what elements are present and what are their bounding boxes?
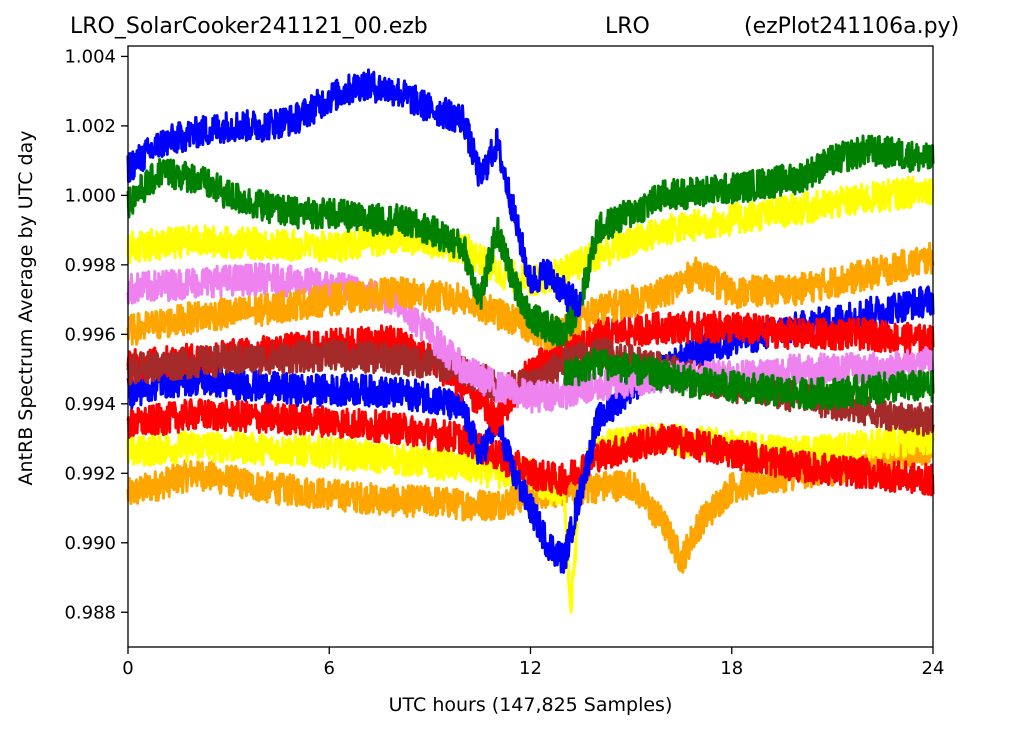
y-tick-label: 0.996: [64, 324, 116, 345]
series-line-11: [126, 68, 583, 318]
y-tick-label: 1.004: [64, 46, 116, 67]
axis-ticks: 0 6 12 18 24 0.988 0.990 0.992 0.994 0.996 0.998 1.…: [64, 46, 944, 679]
y-tick-label: 0.998: [64, 255, 116, 276]
y-tick-label: 0.992: [64, 463, 116, 484]
x-tick-label: 12: [519, 658, 542, 679]
x-tick-label: 24: [922, 658, 945, 679]
x-tick-label: 6: [324, 658, 335, 679]
y-axis-label: AntRB Spectrum Average by UTC day: [15, 130, 37, 486]
chart-title-left: LRO_SolarCooker241121_00.ezb: [70, 14, 428, 39]
series-line-3: [126, 398, 935, 497]
series-line-8: [126, 241, 935, 351]
chart-title-right: (ezPlot241106a.py): [744, 14, 960, 39]
chart-title-center: LRO: [605, 14, 650, 39]
x-tick-label: 0: [122, 658, 133, 679]
y-tick-label: 1.002: [64, 116, 116, 137]
y-tick-label: 0.988: [64, 602, 116, 623]
series-line-9: [126, 175, 935, 297]
series-line-12: [563, 347, 935, 411]
x-axis-label: UTC hours (147,825 Samples): [388, 694, 673, 716]
series-line-10: [126, 134, 935, 347]
x-tick-label: 18: [720, 658, 743, 679]
series-layer: [126, 68, 935, 614]
y-tick-label: 0.990: [64, 533, 116, 554]
series-line-7: [126, 262, 935, 414]
y-tick-label: 1.000: [64, 185, 116, 206]
y-tick-label: 0.994: [64, 394, 116, 415]
